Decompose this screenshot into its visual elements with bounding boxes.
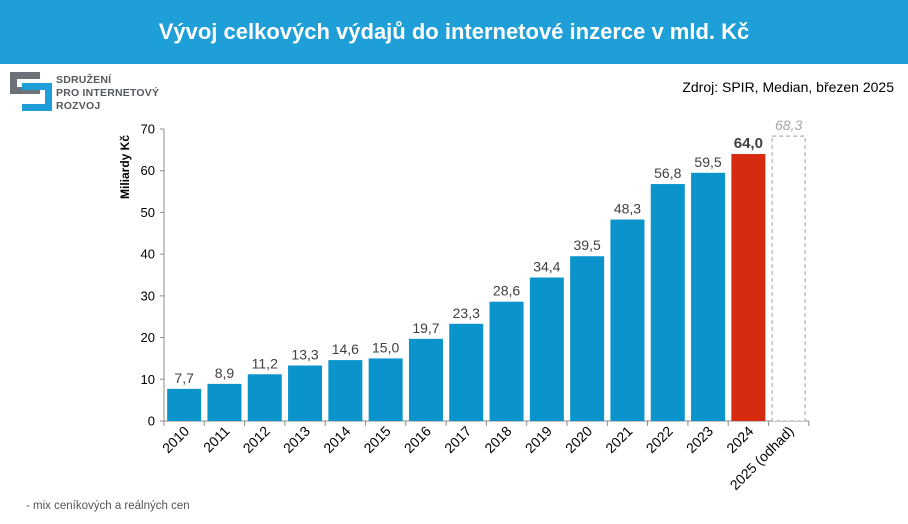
x-tick-label: 2024 xyxy=(723,423,756,456)
chart-title: Vývoj celkových výdajů do internetové in… xyxy=(158,19,750,44)
x-tick-label: 2012 xyxy=(240,423,273,456)
data-label: 56,8 xyxy=(654,165,681,181)
spir-logo-icon xyxy=(10,72,52,111)
data-label: 64,0 xyxy=(734,135,763,152)
logo-line: PRO INTERNETOVÝ xyxy=(56,87,160,99)
bar xyxy=(368,358,403,421)
bar xyxy=(731,154,766,421)
bar xyxy=(650,184,685,421)
bar xyxy=(328,360,363,421)
data-label: 15,0 xyxy=(372,339,399,355)
data-label: 28,6 xyxy=(493,283,520,299)
logo-text: SDRUŽENÍ PRO INTERNETOVÝ ROZVOJ xyxy=(56,74,159,113)
x-tick-label: 2010 xyxy=(159,423,192,456)
data-label: 48,3 xyxy=(614,201,641,217)
data-label: 23,3 xyxy=(453,305,480,321)
title-banner: Vývoj celkových výdajů do internetové in… xyxy=(0,0,908,64)
y-tick-label: 30 xyxy=(141,288,155,303)
x-tick-label: 2011 xyxy=(200,423,233,456)
bar xyxy=(207,383,242,421)
y-tick-label: 0 xyxy=(148,414,155,429)
x-tick-label: 2016 xyxy=(401,423,434,456)
y-tick-label: 50 xyxy=(141,205,155,220)
data-label: 11,2 xyxy=(252,355,278,371)
bar xyxy=(449,323,484,421)
bar xyxy=(167,388,202,421)
data-label: 19,7 xyxy=(412,320,439,336)
y-tick-label: 70 xyxy=(141,122,155,137)
bar xyxy=(408,338,443,421)
x-tick-label: 2013 xyxy=(280,423,313,456)
bar xyxy=(691,172,726,421)
data-label: 13,3 xyxy=(291,347,318,363)
data-label: 39,5 xyxy=(574,237,601,253)
bar xyxy=(529,277,564,421)
data-label: 59,5 xyxy=(694,154,721,170)
bar xyxy=(288,365,323,421)
y-tick-label: 20 xyxy=(141,330,155,345)
x-tick-label: 2018 xyxy=(481,423,514,456)
x-tick-label: 2020 xyxy=(562,423,595,456)
bar xyxy=(610,219,645,421)
source-note: Zdroj: SPIR, Median, březen 2025 xyxy=(682,79,894,95)
logo-line: ROZVOJ xyxy=(56,100,101,112)
x-tick-label: 2017 xyxy=(441,423,474,456)
footnote: - mix ceníkových a reálných cen xyxy=(26,500,190,512)
x-tick-label: 2022 xyxy=(643,423,676,456)
x-tick-label: 2023 xyxy=(683,423,716,456)
bar xyxy=(489,301,524,421)
y-tick-label: 60 xyxy=(141,163,155,178)
y-axis-label: Miliardy Kč xyxy=(118,135,132,199)
bar xyxy=(247,374,282,421)
data-label: 7,7 xyxy=(174,370,194,386)
x-tick-label: 2019 xyxy=(522,423,555,456)
data-label: 34,4 xyxy=(533,259,560,275)
logo-line: SDRUŽENÍ xyxy=(56,74,112,86)
y-tick-label: 10 xyxy=(141,372,155,387)
bar xyxy=(570,256,605,421)
data-label: 68,3 xyxy=(775,117,802,133)
x-tick-label: 2021 xyxy=(602,423,635,456)
x-tick-label: 2015 xyxy=(360,423,393,456)
y-tick-label: 40 xyxy=(141,247,155,262)
bar xyxy=(771,135,806,422)
x-tick-label: 2014 xyxy=(320,423,353,456)
data-label: 14,6 xyxy=(332,341,359,357)
data-label: 8,9 xyxy=(215,365,235,381)
